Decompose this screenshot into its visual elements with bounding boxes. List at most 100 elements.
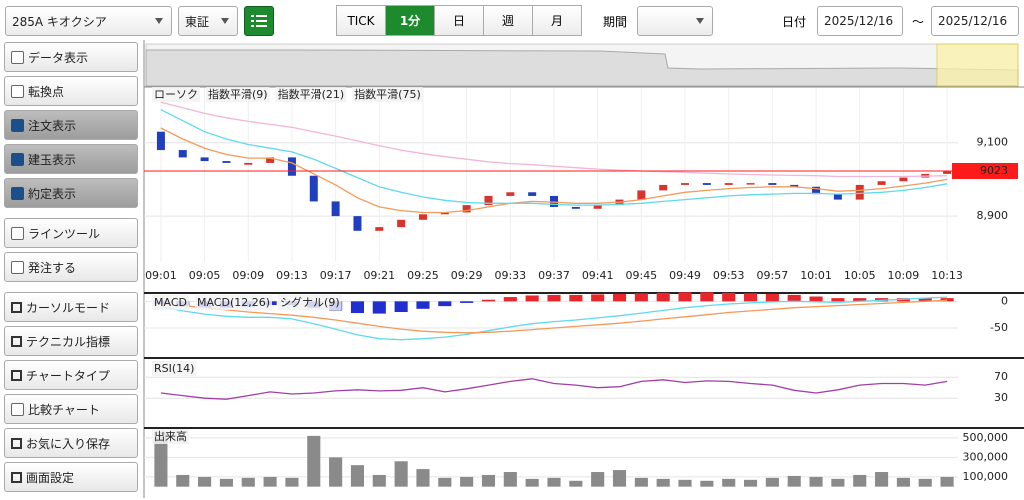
date-from[interactable]: 2025/12/16 xyxy=(817,6,903,36)
sidebar-button[interactable]: カーソルモード xyxy=(4,292,138,322)
sidebar-label: 画面設定 xyxy=(26,470,75,485)
legend-bg xyxy=(152,87,200,102)
bar xyxy=(678,479,692,487)
candle xyxy=(899,177,908,182)
candle xyxy=(156,131,165,151)
bar xyxy=(307,435,321,487)
legend-label: シグナル(9) xyxy=(280,295,340,309)
x-tick-label: 09:29 xyxy=(451,269,483,282)
legend-label: 指数平滑(21) xyxy=(278,87,345,101)
menu-icon xyxy=(11,369,22,381)
sidebar-button[interactable]: 転換点 xyxy=(4,76,138,106)
sidebar-button[interactable]: ラインツール xyxy=(4,218,138,248)
legend-item: RSI(14) xyxy=(152,361,197,376)
period-tab[interactable]: 週 xyxy=(483,5,533,36)
candle xyxy=(724,183,733,185)
sidebar-button[interactable]: 比較チャート xyxy=(4,394,138,424)
symbol-select[interactable]: 285A キオクシア xyxy=(5,6,172,36)
series-line xyxy=(160,378,948,400)
bar xyxy=(416,469,430,487)
period-tab[interactable]: 1分 xyxy=(385,5,435,36)
sidebar-button[interactable]: チャートタイプ xyxy=(4,360,138,390)
candle xyxy=(659,184,668,191)
bar xyxy=(634,293,648,302)
y-tick-label: 300,000 xyxy=(963,450,1009,463)
sidebar-label: 建玉表示 xyxy=(28,152,77,167)
sidebar-button[interactable]: 建玉表示 xyxy=(4,144,138,174)
x-tick-label: 09:01 xyxy=(145,269,177,282)
date-to-text: 2025/12/16 xyxy=(938,14,1008,28)
legend-item: MACD xyxy=(152,295,189,310)
bar xyxy=(503,297,517,302)
sidebar-button[interactable]: お気に入り保存 xyxy=(4,428,138,458)
sidebar-label: 転換点 xyxy=(28,84,65,99)
bar xyxy=(940,476,954,487)
period-tab[interactable]: TICK xyxy=(336,5,386,36)
sidebar-button[interactable]: データ表示 xyxy=(4,42,138,72)
sidebar-button[interactable]: 注文表示 xyxy=(4,110,138,140)
candle xyxy=(353,216,362,231)
candle xyxy=(943,170,952,174)
candle xyxy=(790,184,799,187)
range-select[interactable] xyxy=(637,6,713,36)
candle xyxy=(681,183,690,185)
candle xyxy=(571,206,580,209)
candle xyxy=(287,157,296,176)
sidebar-label: チャートタイプ xyxy=(26,368,110,383)
sidebar-label: ラインツール xyxy=(28,226,101,241)
candle xyxy=(637,190,646,200)
symbol: 285A キオクシア xyxy=(12,14,107,29)
legend-item: 指数平滑(21) xyxy=(275,87,347,102)
period-tab[interactable]: 月 xyxy=(532,5,582,36)
x-tick-label: 10:05 xyxy=(844,269,876,282)
sidebar-label: 注文表示 xyxy=(28,118,77,133)
overview-area xyxy=(145,49,1019,87)
checkbox xyxy=(11,50,24,64)
y-tick-label: 9,100 xyxy=(977,136,1009,149)
sidebar-button[interactable]: テクニカル指標 xyxy=(4,326,138,356)
checkbox xyxy=(11,118,24,132)
legend-label: 指数平滑(75) xyxy=(354,87,421,101)
bar xyxy=(219,478,233,487)
checkbox xyxy=(11,226,24,240)
bar xyxy=(700,480,714,487)
candle xyxy=(550,195,558,207)
sidebar-label: 約定表示 xyxy=(28,186,77,201)
y-tick-label: -50 xyxy=(990,321,1008,334)
period-tab[interactable]: 日 xyxy=(434,5,484,36)
list-icon xyxy=(251,15,267,27)
overview-selection[interactable] xyxy=(936,43,1019,87)
bar xyxy=(525,478,539,487)
menu-icon xyxy=(11,301,22,313)
candle xyxy=(440,212,449,215)
x-tick-label: 09:57 xyxy=(757,269,789,282)
sidebar-button[interactable]: 発注する xyxy=(4,252,138,282)
legend-bg xyxy=(152,429,189,444)
sidebar-button[interactable]: 約定表示 xyxy=(4,178,138,208)
bar xyxy=(678,292,692,302)
legend-item: ローソク xyxy=(152,87,200,102)
date-from-text: 2025/12/16 xyxy=(824,14,894,28)
legend-bg xyxy=(352,87,423,102)
legend-label: 指数平滑(9) xyxy=(208,87,268,101)
list-button[interactable] xyxy=(244,6,274,36)
legend-item: シグナル(9) xyxy=(278,295,342,310)
market-select[interactable]: 東証 xyxy=(178,6,238,36)
legend-bg xyxy=(275,87,347,102)
x-tick-label: 09:25 xyxy=(407,269,439,282)
bar xyxy=(438,301,452,307)
date-separator: ～ xyxy=(912,15,925,29)
x-tick-label: 09:45 xyxy=(625,269,657,282)
sidebar-button[interactable]: 画面設定 xyxy=(4,462,138,492)
bar xyxy=(612,293,627,302)
date-to[interactable]: 2025/12/16 xyxy=(931,6,1019,36)
candle xyxy=(266,157,275,163)
x-tick-label: 09:37 xyxy=(538,269,570,282)
bar xyxy=(787,294,801,302)
candle xyxy=(877,181,886,185)
bar xyxy=(809,296,823,302)
x-tick-label: 09:33 xyxy=(494,269,526,282)
bar xyxy=(831,478,845,487)
sidebar-label: 比較チャート xyxy=(28,402,100,417)
